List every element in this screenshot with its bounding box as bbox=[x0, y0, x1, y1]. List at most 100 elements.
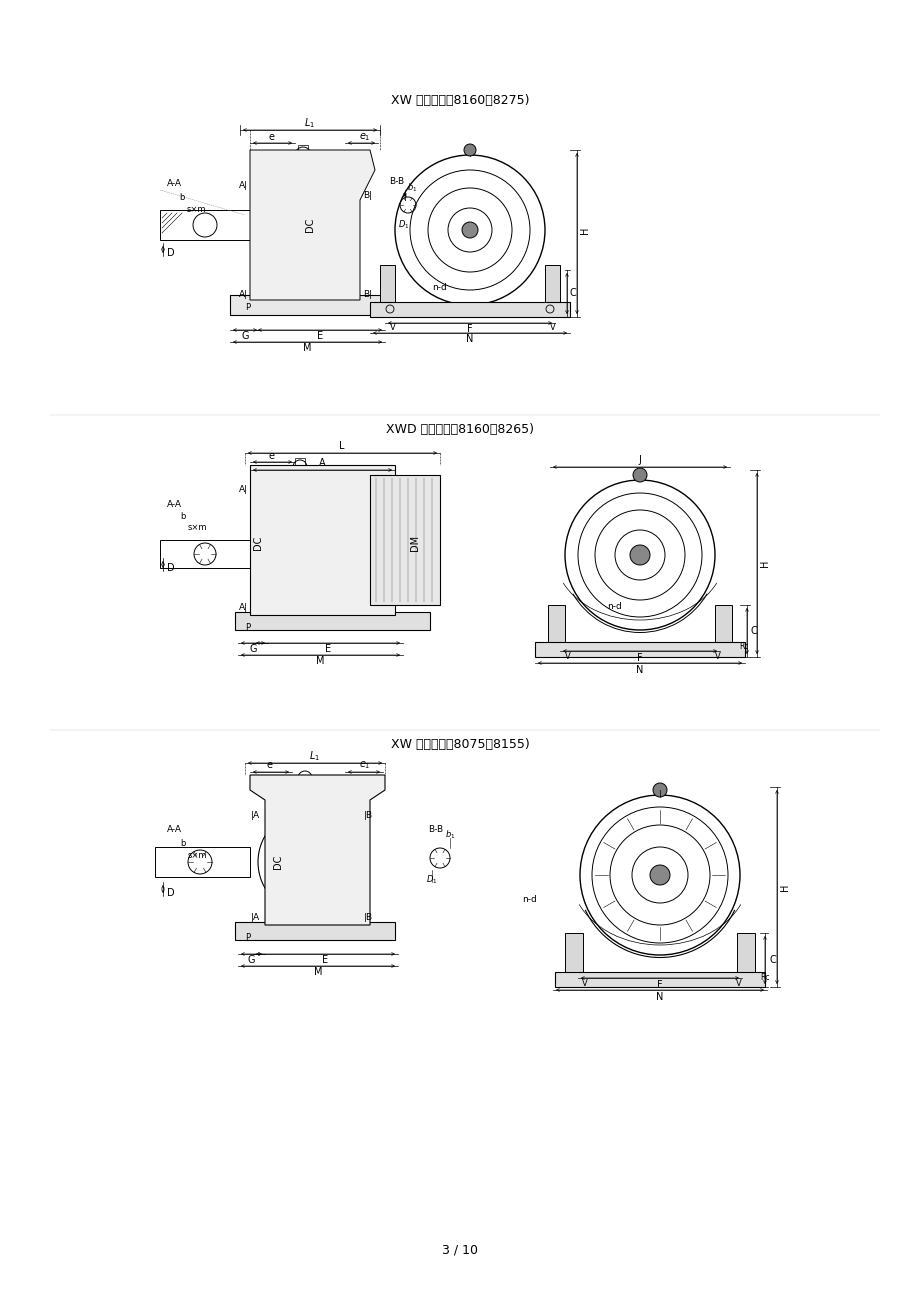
Bar bbox=[298, 145, 308, 155]
Circle shape bbox=[652, 783, 666, 797]
Text: B|: B| bbox=[363, 290, 372, 299]
Text: |B: |B bbox=[363, 811, 372, 819]
Bar bbox=[548, 605, 564, 644]
Text: B-B: B-B bbox=[428, 825, 443, 835]
Text: H: H bbox=[779, 883, 789, 891]
Text: F: F bbox=[467, 324, 472, 335]
Bar bbox=[714, 605, 732, 644]
Text: n-d: n-d bbox=[432, 284, 447, 293]
Text: M: M bbox=[315, 656, 323, 667]
Text: Rc: Rc bbox=[759, 974, 769, 983]
Text: C: C bbox=[750, 626, 756, 635]
Text: E: E bbox=[322, 954, 328, 965]
Text: $b_1$: $b_1$ bbox=[406, 182, 417, 194]
Bar bbox=[234, 922, 394, 940]
Text: s×m: s×m bbox=[187, 850, 207, 859]
Text: b: b bbox=[179, 193, 185, 202]
Text: XW 型（机型号8160～8275): XW 型（机型号8160～8275) bbox=[391, 94, 528, 107]
Text: B|: B| bbox=[363, 190, 372, 199]
Circle shape bbox=[463, 145, 475, 156]
Text: V: V bbox=[582, 979, 587, 988]
Text: F: F bbox=[656, 980, 662, 990]
Bar bbox=[535, 642, 744, 658]
Text: $L_1$: $L_1$ bbox=[309, 749, 320, 763]
Text: E: E bbox=[316, 331, 323, 341]
Circle shape bbox=[461, 223, 478, 238]
Text: $D_1$: $D_1$ bbox=[398, 219, 409, 232]
Text: A-A: A-A bbox=[166, 500, 181, 509]
Bar bbox=[234, 612, 429, 630]
Text: $e_1$: $e_1$ bbox=[358, 132, 370, 143]
Circle shape bbox=[630, 546, 650, 565]
Text: $L_1$: $L_1$ bbox=[304, 116, 315, 130]
Text: |A: |A bbox=[250, 811, 259, 819]
Text: e: e bbox=[267, 760, 273, 769]
Text: L: L bbox=[339, 441, 345, 450]
Bar bbox=[154, 848, 250, 878]
Polygon shape bbox=[250, 150, 375, 299]
Text: A|: A| bbox=[238, 486, 247, 495]
Bar bbox=[255, 155, 355, 296]
Text: V: V bbox=[390, 323, 395, 332]
Text: $e_1$: $e_1$ bbox=[358, 759, 370, 771]
Polygon shape bbox=[369, 475, 439, 605]
Text: D: D bbox=[167, 562, 175, 573]
Text: b: b bbox=[180, 838, 186, 848]
Text: V: V bbox=[714, 652, 720, 661]
Text: e: e bbox=[268, 132, 275, 142]
Text: DC: DC bbox=[305, 217, 314, 232]
Text: N: N bbox=[655, 992, 663, 1003]
Text: H: H bbox=[759, 560, 769, 566]
Bar bbox=[160, 540, 250, 568]
Bar bbox=[564, 934, 583, 975]
Text: A-A: A-A bbox=[166, 178, 181, 187]
Text: DC: DC bbox=[273, 855, 283, 870]
Polygon shape bbox=[380, 266, 394, 305]
Text: G: G bbox=[249, 644, 256, 654]
Text: V: V bbox=[550, 323, 555, 332]
Text: M: M bbox=[313, 967, 322, 976]
Bar bbox=[295, 458, 305, 467]
Bar bbox=[554, 973, 765, 987]
Text: DC: DC bbox=[253, 536, 263, 551]
Text: D: D bbox=[167, 247, 175, 258]
Bar bbox=[265, 799, 365, 924]
Text: E: E bbox=[324, 644, 331, 654]
Circle shape bbox=[632, 467, 646, 482]
Text: G: G bbox=[241, 331, 248, 341]
Bar bbox=[369, 302, 570, 316]
Text: $D_1$: $D_1$ bbox=[425, 874, 437, 887]
Text: J: J bbox=[638, 454, 641, 465]
Text: P: P bbox=[245, 934, 250, 943]
Text: n-d: n-d bbox=[607, 603, 621, 612]
Text: V: V bbox=[564, 652, 571, 661]
Text: XWD 型（机型号8160～8265): XWD 型（机型号8160～8265) bbox=[386, 423, 533, 436]
Text: B-B: B-B bbox=[389, 177, 404, 186]
Text: D: D bbox=[167, 888, 175, 898]
Text: H: H bbox=[579, 227, 589, 233]
Text: V: V bbox=[735, 979, 741, 988]
Text: |B: |B bbox=[363, 914, 372, 923]
Text: Rc: Rc bbox=[739, 642, 748, 651]
Text: e: e bbox=[268, 450, 275, 461]
Polygon shape bbox=[250, 775, 384, 924]
Text: DM: DM bbox=[410, 535, 420, 551]
Text: N: N bbox=[636, 665, 643, 674]
Text: b: b bbox=[180, 513, 186, 522]
Text: A: A bbox=[318, 458, 325, 467]
Text: P: P bbox=[245, 624, 250, 633]
Circle shape bbox=[650, 865, 669, 885]
Text: A|: A| bbox=[238, 181, 247, 190]
Text: A|: A| bbox=[238, 604, 247, 612]
Bar bbox=[160, 210, 250, 240]
Text: G: G bbox=[247, 954, 255, 965]
Text: F: F bbox=[637, 654, 642, 663]
Polygon shape bbox=[250, 465, 394, 615]
Text: P: P bbox=[245, 303, 250, 312]
Text: n-d: n-d bbox=[522, 896, 537, 905]
Text: N: N bbox=[466, 335, 473, 344]
Text: M: M bbox=[302, 342, 311, 353]
Text: XW 型（机型号8075～8155): XW 型（机型号8075～8155) bbox=[391, 738, 528, 751]
Polygon shape bbox=[544, 266, 560, 305]
Bar bbox=[736, 934, 754, 975]
